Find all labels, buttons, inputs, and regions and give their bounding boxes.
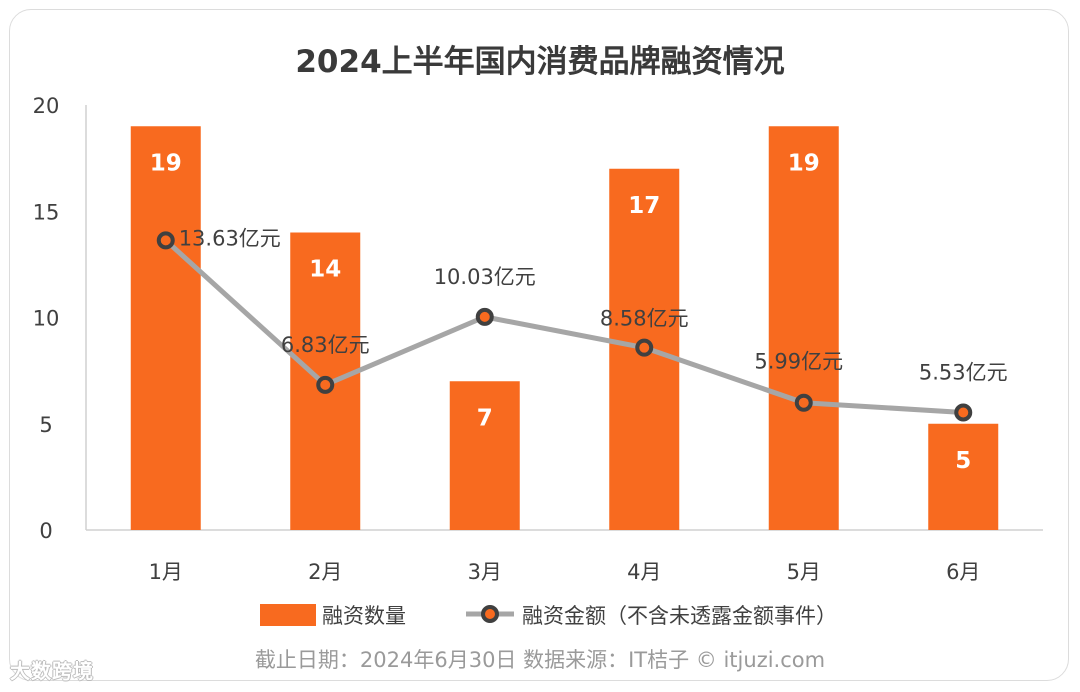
bar-data-label: 19 bbox=[150, 150, 182, 176]
x-tick-label: 3月 bbox=[468, 560, 502, 584]
y-tick-label: 15 bbox=[33, 200, 60, 224]
line-point-3 bbox=[475, 307, 494, 326]
line-data-label: 10.03亿元 bbox=[434, 265, 536, 289]
line-point-6 bbox=[954, 403, 973, 422]
bar-3 bbox=[449, 381, 520, 530]
x-tick-label: 1月 bbox=[149, 560, 183, 584]
x-tick-label: 4月 bbox=[627, 560, 661, 584]
line-data-label: 5.53亿元 bbox=[919, 360, 1008, 384]
line-point-2 bbox=[316, 375, 335, 394]
x-tick-label: 6月 bbox=[946, 560, 980, 584]
bar-data-label: 17 bbox=[628, 193, 660, 219]
bar-data-label: 19 bbox=[788, 150, 820, 176]
line-point-4 bbox=[635, 338, 654, 357]
bar-6 bbox=[928, 423, 999, 530]
watermark-logo: 大数跨境 bbox=[10, 659, 94, 683]
line-point-5 bbox=[794, 393, 813, 412]
bar-5 bbox=[768, 126, 839, 530]
line-data-label: 6.83亿元 bbox=[281, 333, 370, 357]
line-point-1 bbox=[156, 231, 175, 250]
legend-bar-swatch bbox=[260, 604, 316, 626]
bar-1 bbox=[130, 126, 201, 530]
legend-line-marker bbox=[481, 605, 499, 623]
y-tick-label: 10 bbox=[33, 307, 60, 331]
bar-data-label: 7 bbox=[477, 405, 493, 431]
source-note: 截止日期：2024年6月30日 数据来源：IT桔子 © itjuzi.com bbox=[255, 648, 825, 672]
chart-title: 2024上半年国内消费品牌融资情况 bbox=[295, 44, 784, 80]
x-tick-label: 5月 bbox=[787, 560, 821, 584]
legend-bar-label: 融资数量 bbox=[322, 604, 406, 628]
line-data-label: 13.63亿元 bbox=[179, 226, 281, 250]
line-data-label: 5.99亿元 bbox=[754, 350, 843, 374]
bar-data-label: 14 bbox=[309, 257, 341, 283]
line-data-label: 8.58亿元 bbox=[600, 307, 689, 331]
line-series bbox=[164, 238, 964, 415]
bar-data-label: 5 bbox=[955, 448, 971, 474]
x-tick-label: 2月 bbox=[308, 560, 342, 584]
y-tick-label: 5 bbox=[39, 413, 52, 437]
legend-line-label: 融资金额（不含未透露金额事件） bbox=[522, 604, 837, 628]
y-tick-label: 0 bbox=[39, 519, 52, 543]
y-tick-label: 20 bbox=[33, 94, 60, 118]
